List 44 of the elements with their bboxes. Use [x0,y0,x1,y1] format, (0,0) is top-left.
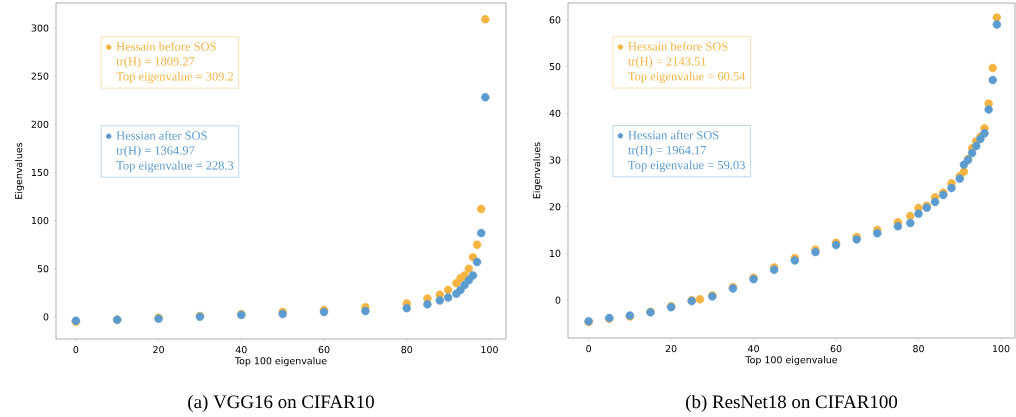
annotation: Top eigenvalue = 228.3 [116,160,234,173]
annotation: Top eigenvalue = 59.03 [628,160,745,172]
text: (a) VGG16 on CIFAR10 [188,394,374,413]
legend-label: Hessian after SOS [628,130,719,140]
y-tick-label: 0 [43,313,49,321]
x-tick-label: 0 [586,345,592,353]
y-axis-title: Eigenvalues [532,142,543,199]
y-tick-label: 10 [549,249,561,258]
x-tick-label: 100 [993,345,1010,353]
x-tick-label: 20 [153,346,164,354]
x-tick-label: 100 [481,346,498,354]
y-tick-label: 300 [31,24,49,32]
legend-label: Hessain before SOS [116,41,216,51]
y-axis-title: Eigenvalues [14,142,25,199]
annotation: tr(H) = 1364.97 [116,145,195,158]
y-tick-label: 50 [37,265,49,273]
x-axis-title: Top 100 eigenvalue [745,356,838,366]
x-tick-label: 80 [401,346,413,354]
text: (b) ResNet18 on CIFAR100 [686,394,898,413]
y-tick-label: 20 [549,203,561,211]
x-tick-label: 80 [913,345,924,353]
y-tick-label: 30 [549,156,561,164]
x-tick-label: 0 [73,346,79,354]
y-tick-label: 50 [549,62,561,71]
y-tick-label: 200 [31,120,49,128]
x-tick-label: 40 [748,345,759,353]
annotation: tr(H) = 2143.51 [628,56,706,69]
y-tick-label: 40 [549,109,561,117]
x-tick-label: 40 [235,346,247,354]
y-tick-label: 60 [549,16,561,24]
y-tick-label: 100 [31,217,49,225]
x-tick-label: 60 [318,346,330,354]
y-tick-label: 250 [31,72,49,80]
annotation: tr(H) = 1964.17 [628,145,707,157]
x-tick-label: 60 [830,345,842,353]
x-tick-label: 20 [665,345,677,353]
legend-label: Hessian after SOS [116,130,207,140]
annotation: Top eigenvalue = 60.54 [628,71,746,84]
y-tick-label: 150 [31,168,49,177]
legend-label: Hessain before SOS [628,41,728,51]
annotation: tr(H) = 1809.27 [116,56,195,69]
annotation: Top eigenvalue = 309.2 [116,71,234,84]
y-tick-label: 0 [555,296,561,304]
x-axis-title: Top 100 eigenvalue [234,357,327,367]
